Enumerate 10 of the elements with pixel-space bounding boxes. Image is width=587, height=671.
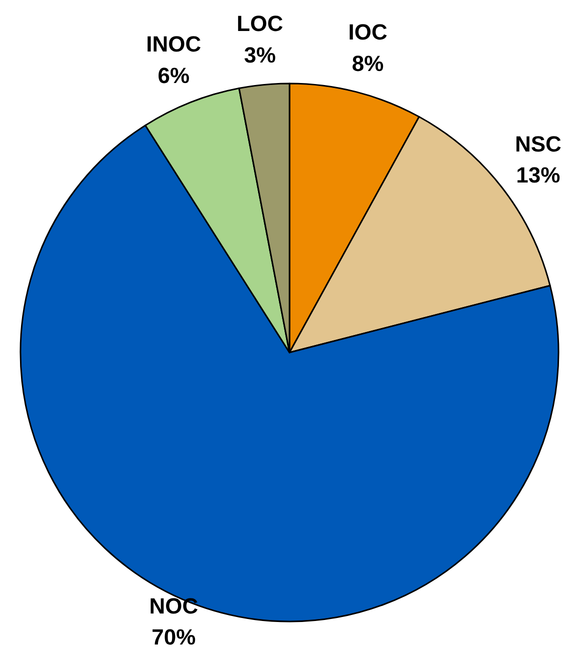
slice-label: NSC <box>514 131 562 156</box>
data-label: 13% <box>516 162 560 188</box>
data-label: 3% <box>244 42 276 68</box>
slice-label: IOC <box>348 20 388 45</box>
slice-label: LOC <box>236 11 284 36</box>
data-label: 8% <box>352 50 384 76</box>
slice-label: NOC <box>149 593 198 618</box>
data-label: 6% <box>158 62 190 88</box>
slice-label: INOC <box>146 32 202 57</box>
data-label: 70% <box>152 624 196 650</box>
